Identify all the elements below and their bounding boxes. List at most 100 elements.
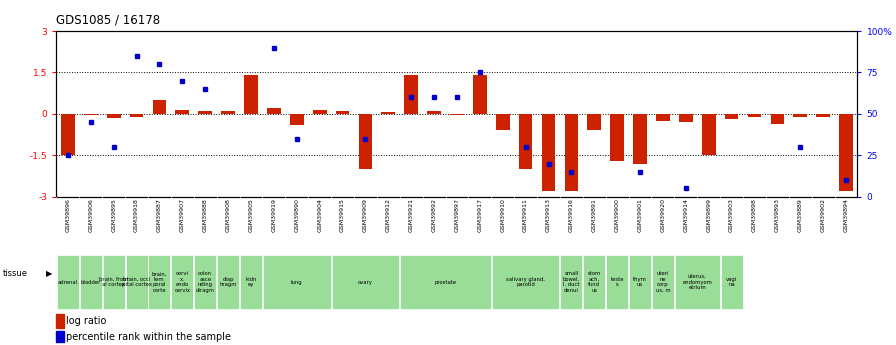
Text: GSM39918: GSM39918	[134, 198, 139, 231]
Bar	[149, 255, 170, 309]
Bar	[427, 111, 441, 114]
Text: ovary: ovary	[358, 279, 373, 285]
Text: GSM39907: GSM39907	[180, 198, 185, 232]
Text: GSM39905: GSM39905	[248, 198, 254, 231]
Bar	[171, 255, 194, 309]
Bar	[382, 112, 395, 114]
Bar	[564, 114, 578, 191]
Text: brain, occi
pital cortex: brain, occi pital cortex	[122, 277, 151, 287]
Text: vagi
na: vagi na	[726, 277, 737, 287]
Bar	[56, 331, 64, 342]
Text: bladder: bladder	[81, 279, 101, 285]
Text: diap
hragm: diap hragm	[220, 277, 237, 287]
Text: GSM39913: GSM39913	[546, 198, 551, 232]
Bar	[103, 255, 125, 309]
Bar	[358, 114, 372, 169]
Text: GSM39919: GSM39919	[271, 198, 276, 232]
Text: tissue: tissue	[3, 269, 28, 278]
Bar	[267, 108, 280, 114]
Bar	[519, 114, 532, 169]
Text: small
bowel,
l. duct
denui: small bowel, l. duct denui	[563, 272, 580, 293]
Bar	[793, 114, 807, 117]
Bar	[107, 114, 121, 118]
Bar	[125, 255, 148, 309]
Text: stom
ach,
fund
us: stom ach, fund us	[588, 272, 601, 293]
Bar	[840, 114, 853, 191]
Bar	[176, 110, 189, 114]
Text: kidn
ey: kidn ey	[246, 277, 256, 287]
Bar	[492, 255, 559, 309]
Bar	[332, 255, 400, 309]
Text: GSM39899: GSM39899	[706, 198, 711, 232]
Text: GSM39889: GSM39889	[797, 198, 803, 231]
Text: GSM39914: GSM39914	[684, 198, 688, 232]
Text: GSM39897: GSM39897	[454, 198, 460, 232]
Bar	[633, 114, 647, 164]
Text: teste
s: teste s	[610, 277, 624, 287]
Bar	[194, 255, 216, 309]
Bar	[263, 255, 331, 309]
Bar	[404, 75, 418, 114]
Bar	[607, 255, 628, 309]
Text: brain, front
al cortex: brain, front al cortex	[99, 277, 128, 287]
Text: GSM39888: GSM39888	[202, 198, 208, 231]
Text: uterus,
endomyom
etrium: uterus, endomyom etrium	[683, 274, 712, 290]
Text: GSM39902: GSM39902	[821, 198, 825, 232]
Bar	[217, 255, 239, 309]
Bar	[221, 111, 235, 114]
Text: GSM39921: GSM39921	[409, 198, 414, 232]
Text: GSM39915: GSM39915	[340, 198, 345, 231]
Bar	[588, 114, 601, 130]
Bar	[290, 114, 304, 125]
Bar	[771, 114, 784, 124]
Text: GSM39887: GSM39887	[157, 198, 162, 231]
Bar	[679, 114, 693, 122]
Text: prostate: prostate	[435, 279, 457, 285]
Bar	[702, 114, 716, 155]
Text: GSM39908: GSM39908	[226, 198, 230, 231]
Text: GSM39891: GSM39891	[591, 198, 597, 231]
Bar	[610, 114, 624, 161]
Text: GSM39900: GSM39900	[615, 198, 620, 231]
Text: GSM39916: GSM39916	[569, 198, 574, 231]
Text: colon
asce
nding
diragm: colon asce nding diragm	[195, 272, 215, 293]
Bar	[542, 114, 556, 191]
Text: GSM39894: GSM39894	[843, 198, 849, 232]
Text: GSM39920: GSM39920	[660, 198, 666, 232]
Text: GSM39910: GSM39910	[500, 198, 505, 231]
Text: GSM39901: GSM39901	[638, 198, 642, 231]
Text: salivary gland,
parotid: salivary gland, parotid	[506, 277, 545, 287]
Text: GSM39895: GSM39895	[111, 198, 116, 231]
Bar	[583, 255, 606, 309]
Text: GSM39893: GSM39893	[775, 198, 780, 232]
Text: GDS1085 / 16178: GDS1085 / 16178	[56, 14, 160, 27]
Text: GSM39892: GSM39892	[432, 198, 436, 232]
Text: GSM39904: GSM39904	[317, 198, 323, 232]
Text: GSM39917: GSM39917	[478, 198, 482, 232]
Bar	[720, 255, 743, 309]
Text: GSM39903: GSM39903	[729, 198, 734, 232]
Text: GSM39906: GSM39906	[89, 198, 93, 231]
Bar	[198, 111, 212, 114]
Text: adrenal: adrenal	[58, 279, 78, 285]
Bar	[725, 114, 738, 119]
Text: GSM39898: GSM39898	[752, 198, 757, 231]
Text: GSM39890: GSM39890	[294, 198, 299, 231]
Bar	[152, 100, 167, 114]
Text: brain,
tem
poral
corte: brain, tem poral corte	[151, 272, 168, 293]
Bar	[80, 255, 102, 309]
Bar	[629, 255, 651, 309]
Bar	[130, 114, 143, 117]
Text: GSM39896: GSM39896	[65, 198, 71, 231]
Text: thym
us: thym us	[633, 277, 647, 287]
Bar	[560, 255, 582, 309]
Bar	[652, 255, 674, 309]
Bar	[656, 114, 670, 121]
Bar	[816, 114, 830, 117]
Text: GSM39909: GSM39909	[363, 198, 368, 232]
Text: ▶: ▶	[46, 269, 52, 278]
Text: lung: lung	[291, 279, 303, 285]
Text: percentile rank within the sample: percentile rank within the sample	[66, 332, 231, 342]
Text: uteri
ne
corp
us, m: uteri ne corp us, m	[656, 272, 670, 293]
Bar	[675, 255, 719, 309]
